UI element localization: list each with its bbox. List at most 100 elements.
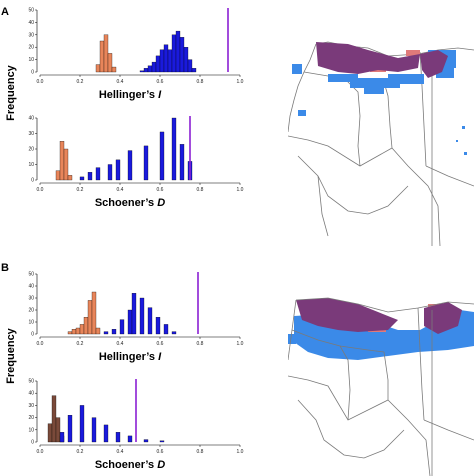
histogram-bar bbox=[143, 145, 149, 181]
histogram-bar bbox=[163, 44, 169, 73]
y-tick-label: 30 bbox=[28, 403, 34, 409]
y-tick-label: 30 bbox=[28, 131, 34, 137]
x-tick-label: 0.4 bbox=[117, 187, 124, 193]
y-tick-label: 0 bbox=[31, 178, 34, 184]
histogram-bar bbox=[67, 175, 73, 181]
x-tick-label: 0.0 bbox=[37, 341, 44, 347]
histogram-bar bbox=[159, 131, 165, 181]
histogram-bar bbox=[147, 65, 153, 73]
histogram-bar bbox=[107, 53, 113, 73]
histogram-bar bbox=[175, 30, 181, 73]
histogram-bar bbox=[59, 432, 65, 443]
y-tick-label: 50 bbox=[28, 272, 34, 278]
y-tick-label: 0 bbox=[31, 70, 34, 76]
histogram-bar bbox=[79, 405, 85, 443]
histogram-bar bbox=[127, 309, 133, 335]
histogram-bar bbox=[127, 435, 133, 443]
histogram-bar bbox=[139, 70, 145, 73]
overlap-range-a bbox=[316, 42, 448, 78]
histogram-bar bbox=[115, 159, 121, 181]
y-tick-label: 10 bbox=[28, 57, 34, 63]
x-tick-label: 1.0 bbox=[237, 79, 244, 85]
y-axis-label-b: Frequency bbox=[5, 328, 17, 384]
histogram-bar bbox=[87, 300, 93, 335]
histogram-bar bbox=[147, 307, 153, 335]
y-tick-label: 0 bbox=[31, 332, 34, 338]
histogram-bar bbox=[67, 331, 73, 335]
y-tick-label: 40 bbox=[28, 284, 34, 290]
histogram-bar bbox=[155, 317, 161, 335]
histogram-bar bbox=[115, 432, 121, 443]
y-tick-label: 40 bbox=[28, 116, 34, 122]
y-tick-label: 10 bbox=[28, 320, 34, 326]
y-tick-label: 0 bbox=[31, 440, 34, 446]
y-tick-label: 40 bbox=[28, 391, 34, 397]
histogram-bar bbox=[179, 144, 185, 181]
x-axis-title: Schoener’s D bbox=[95, 197, 165, 209]
x-tick-label: 0.8 bbox=[197, 187, 204, 193]
histogram-bar bbox=[155, 55, 161, 73]
x-axis-title: Hellinger’s I bbox=[99, 351, 162, 363]
histogram-bar bbox=[59, 141, 65, 181]
histogram-bar bbox=[151, 61, 157, 73]
histogram-bar bbox=[83, 317, 89, 335]
range-map-a bbox=[288, 41, 474, 246]
histogram-bar bbox=[183, 47, 189, 73]
histogram-bar bbox=[99, 40, 105, 73]
histogram-bar bbox=[103, 331, 109, 335]
histogram-b-hellinger: 0 10 20 30 40 50 0.0 0.2 0.4 0.6 0.8 1.0 Hellinger’s… bbox=[28, 272, 244, 364]
histogram-bar bbox=[191, 68, 197, 73]
histogram-bar bbox=[187, 59, 193, 73]
histogram-bar bbox=[167, 49, 173, 73]
histogram-bar bbox=[55, 417, 61, 443]
overlap-range-b bbox=[296, 298, 462, 334]
range-map-b bbox=[288, 297, 474, 476]
x-tick-label: 0.2 bbox=[77, 187, 84, 193]
histogram-bar bbox=[79, 324, 85, 335]
histogram-bar bbox=[139, 297, 145, 335]
x-tick-label: 0.8 bbox=[197, 341, 204, 347]
x-tick-label: 0.4 bbox=[117, 341, 124, 347]
histogram-bar bbox=[179, 37, 185, 73]
y-tick-label: 10 bbox=[28, 427, 34, 433]
histogram-bar bbox=[107, 164, 113, 181]
y-tick-label: 20 bbox=[28, 415, 34, 421]
histogram-bar bbox=[91, 417, 97, 443]
panel-label-a: A bbox=[1, 6, 9, 18]
y-tick-label: 20 bbox=[28, 45, 34, 51]
x-tick-label: 0.0 bbox=[37, 187, 44, 193]
y-tick-label: 20 bbox=[28, 308, 34, 314]
x-tick-label: 0.8 bbox=[197, 79, 204, 85]
histogram-bar bbox=[143, 439, 149, 443]
x-tick-label: 1.0 bbox=[237, 341, 244, 347]
histogram-bar bbox=[171, 117, 177, 181]
y-axis-label-a: Frequency bbox=[5, 65, 17, 121]
histogram-bar bbox=[67, 415, 73, 443]
histogram-bar bbox=[171, 34, 177, 73]
histogram-bar bbox=[131, 293, 137, 335]
x-tick-label: 0.6 bbox=[157, 449, 164, 455]
x-tick-label: 0.2 bbox=[77, 449, 84, 455]
histogram-bar bbox=[63, 148, 69, 181]
histogram-bar bbox=[95, 327, 101, 335]
histogram-bar bbox=[159, 440, 165, 443]
histogram-bar bbox=[119, 319, 125, 335]
x-tick-label: 1.0 bbox=[237, 449, 244, 455]
histogram-bar bbox=[103, 424, 109, 443]
y-tick-label: 10 bbox=[28, 162, 34, 168]
histogram-a-hellinger: 0 10 20 30 40 50 0.0 0.2 0.4 0.6 0.8 1.0 Hellinger’s… bbox=[28, 8, 244, 102]
histogram-bar bbox=[159, 49, 165, 73]
histogram-bar bbox=[51, 395, 57, 443]
x-tick-label: 0.6 bbox=[157, 341, 164, 347]
histogram-bar bbox=[163, 324, 169, 335]
histogram-bar bbox=[47, 423, 53, 443]
x-tick-label: 1.0 bbox=[237, 187, 244, 193]
histogram-bar bbox=[79, 176, 85, 181]
y-tick-label: 30 bbox=[28, 32, 34, 38]
histogram-bar bbox=[95, 64, 101, 73]
y-tick-label: 50 bbox=[28, 379, 34, 385]
histogram-bar bbox=[111, 329, 117, 335]
histogram-bar bbox=[55, 170, 61, 181]
country-borders-b bbox=[288, 297, 474, 476]
histogram-bar bbox=[91, 291, 97, 335]
